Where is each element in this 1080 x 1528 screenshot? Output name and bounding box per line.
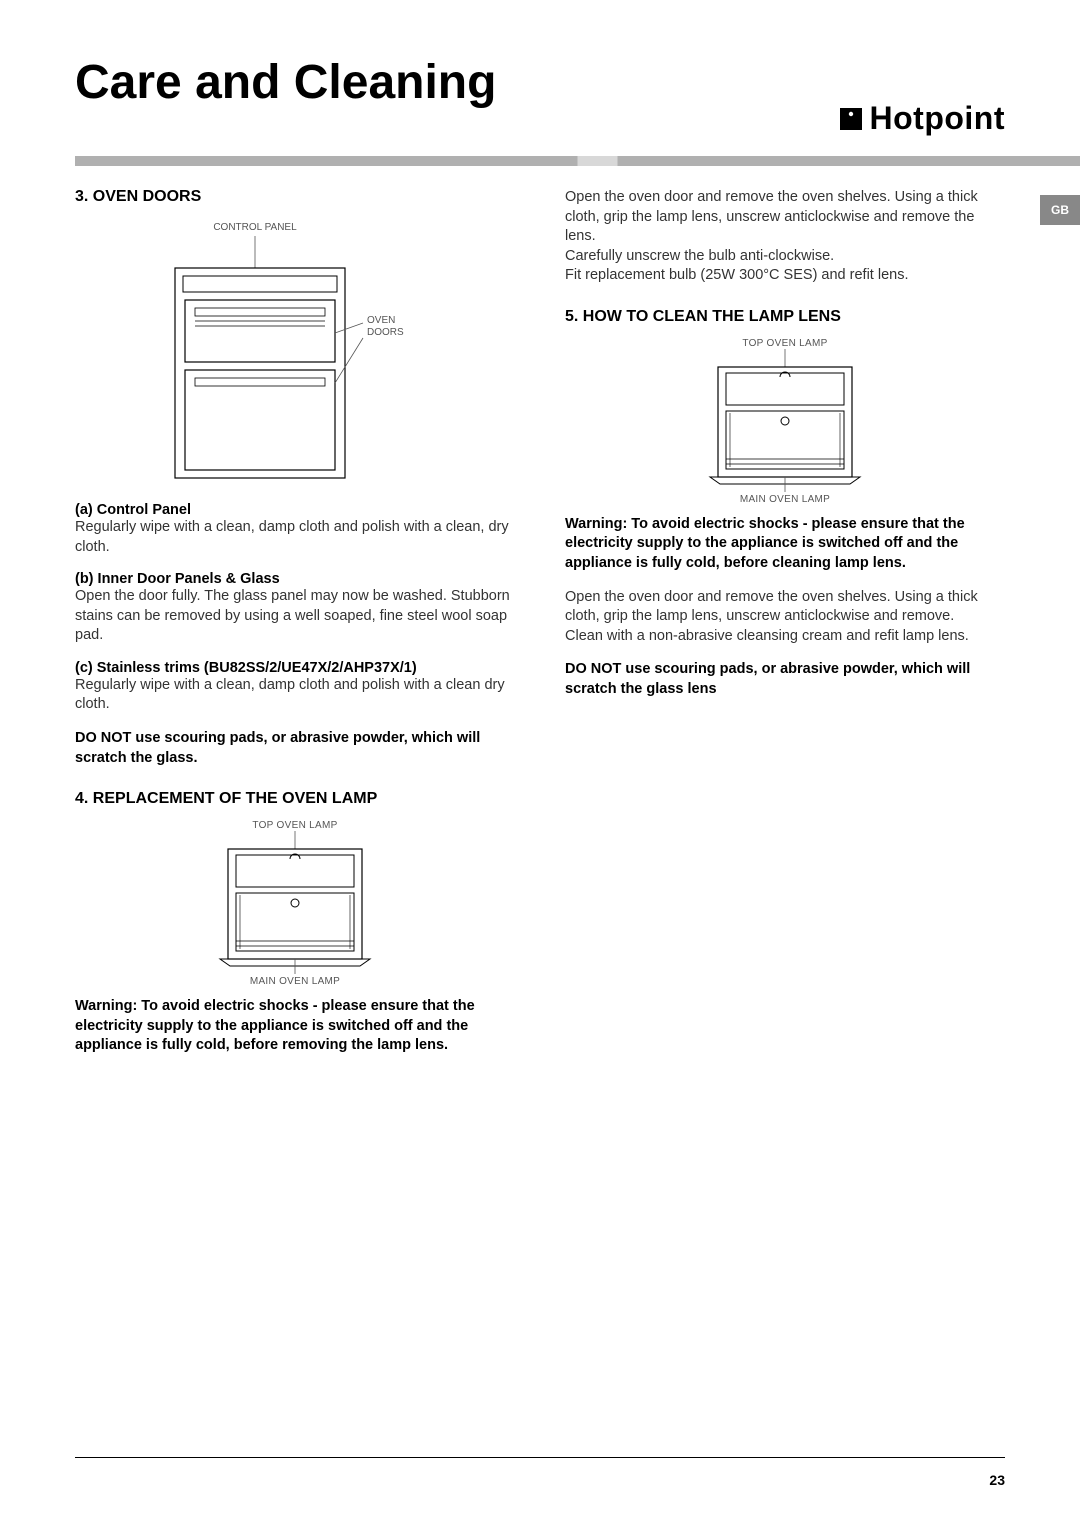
subsection-a-text: Regularly wipe with a clean, damp cloth … xyxy=(75,518,515,557)
lamp-replace-instructions: Open the oven door and remove the oven s… xyxy=(565,188,1005,286)
brand-icon xyxy=(840,108,862,130)
section-4-heading: 4. REPLACEMENT OF THE OVEN LAMP xyxy=(75,790,515,808)
content-columns: 3. OVEN DOORS CONTROL PANEL xyxy=(75,188,1005,1056)
subsection-c-heading: (c) Stainless trims (BU82SS/2/UE47X/2/AH… xyxy=(75,660,515,676)
label-main-oven-lamp-2: MAIN OVEN LAMP xyxy=(565,494,1005,505)
footer-rule xyxy=(75,1457,1005,1458)
left-column: 3. OVEN DOORS CONTROL PANEL xyxy=(75,188,515,1056)
lamp-replace-warning: Warning: To avoid electric shocks - plea… xyxy=(75,997,515,1056)
page-title: Care and Cleaning xyxy=(0,0,1080,110)
header-divider xyxy=(75,156,1080,166)
lamp-clean-warning: Warning: To avoid electric shocks - plea… xyxy=(565,515,1005,574)
subsection-a-heading: (a) Control Panel xyxy=(75,502,515,518)
lamp-clean-instructions: Open the oven door and remove the oven s… xyxy=(565,588,1005,647)
subsection-b-heading: (b) Inner Door Panels & Glass xyxy=(75,571,515,587)
label-top-oven-lamp-1: TOP OVEN LAMP xyxy=(75,820,515,831)
section-3-heading: 3. OVEN DOORS xyxy=(75,188,515,206)
brand-logo: Hotpoint xyxy=(840,100,1006,137)
oven-lamp-diagram-1: TOP OVEN LAMP MAIN OVEN LAMP xyxy=(75,820,515,987)
language-tab: GB xyxy=(1040,195,1080,225)
page-number: 23 xyxy=(989,1472,1005,1488)
glass-warning: DO NOT use scouring pads, or abrasive po… xyxy=(75,729,515,768)
right-column: Open the oven door and remove the oven s… xyxy=(565,188,1005,1056)
section-5-heading: 5. HOW TO CLEAN THE LAMP LENS xyxy=(565,308,1005,326)
lens-scratch-warning: DO NOT use scouring pads, or abrasive po… xyxy=(565,660,1005,699)
subsection-b-text: Open the door fully. The glass panel may… xyxy=(75,587,515,646)
subsection-c-text: Regularly wipe with a clean, damp cloth … xyxy=(75,676,515,715)
svg-text:DOORS: DOORS xyxy=(367,327,404,338)
label-top-oven-lamp-2: TOP OVEN LAMP xyxy=(565,338,1005,349)
label-control-panel: CONTROL PANEL xyxy=(213,222,297,233)
oven-doors-diagram: CONTROL PANEL OVEN DOORS xyxy=(75,218,515,488)
svg-text:OVEN: OVEN xyxy=(367,315,395,326)
brand-text: Hotpoint xyxy=(870,100,1006,137)
oven-lamp-diagram-2: TOP OVEN LAMP MAIN OVEN LAMP xyxy=(565,338,1005,505)
label-main-oven-lamp-1: MAIN OVEN LAMP xyxy=(75,976,515,987)
